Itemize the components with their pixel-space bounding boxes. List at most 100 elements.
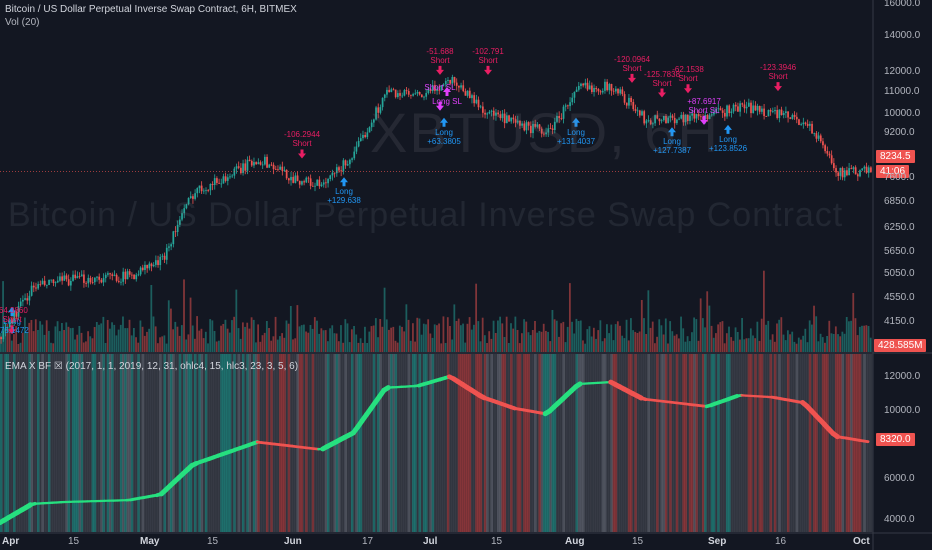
volume-bar xyxy=(608,333,610,352)
volume-bar xyxy=(555,320,558,352)
candle-body xyxy=(115,274,118,281)
signal-label: Long +63.3805 xyxy=(427,127,461,146)
candle-body xyxy=(244,163,247,171)
indicator-bg-bar xyxy=(749,354,753,532)
y-tick: 9200.0 xyxy=(884,127,915,138)
candle-body xyxy=(4,328,7,332)
indicator-bg-bar xyxy=(549,354,552,532)
volume-bar xyxy=(477,321,480,352)
candle-body xyxy=(74,274,77,279)
indicator-bg-bar xyxy=(717,354,720,532)
indicator-bg-bar xyxy=(769,354,773,532)
indicator-bg-bar xyxy=(115,354,119,532)
candle-body xyxy=(340,170,343,172)
volume-bar xyxy=(170,308,172,352)
indicator-bg-bar xyxy=(477,354,480,532)
indicator-bg-bar xyxy=(241,354,245,532)
volume-bar xyxy=(867,326,870,352)
candle-body xyxy=(508,115,510,122)
candle-body xyxy=(113,274,116,276)
volume-bar xyxy=(852,293,855,352)
signal-label: -51.688 Short xyxy=(426,46,454,65)
candle-body xyxy=(148,263,151,269)
signal-label: Long SL xyxy=(432,96,462,106)
indicator-bg-bar xyxy=(244,354,247,532)
indicator-bg-bar xyxy=(712,354,716,532)
indicator-bg-bar xyxy=(677,354,681,532)
candle-body xyxy=(628,97,630,106)
candle-body xyxy=(218,182,220,184)
indicator-bg-bar xyxy=(320,354,323,532)
signal-label: -125.7838 Short xyxy=(643,69,681,88)
candle-body xyxy=(780,109,783,115)
candle-body xyxy=(634,109,637,111)
candle-body xyxy=(222,176,225,184)
indicator-bg-bar xyxy=(54,354,57,532)
indicator-bg-bar xyxy=(688,354,692,532)
volume-bar xyxy=(553,319,556,352)
indicator-bg-bar xyxy=(542,354,546,532)
volume-bar xyxy=(728,326,730,352)
short-signal-arrow xyxy=(436,101,444,111)
indicator-bg-bar xyxy=(122,354,125,532)
candle-body xyxy=(87,277,90,284)
volume-bar xyxy=(732,340,735,352)
indicator-bg-bar xyxy=(15,354,18,532)
volume-bar xyxy=(695,319,698,352)
indicator-bg-bar xyxy=(239,354,243,532)
candle-body xyxy=(562,106,565,119)
indicator-bg-bar xyxy=(385,354,389,532)
candle-body xyxy=(17,306,20,317)
candle-body xyxy=(390,89,393,92)
volume-bar xyxy=(545,330,547,352)
indicator-bg-bar xyxy=(294,354,297,532)
candle-body xyxy=(144,264,146,270)
volume-bar xyxy=(178,335,181,352)
indicator-bg-bar xyxy=(560,354,563,532)
candle-body xyxy=(399,93,401,96)
indicator-bg-bar xyxy=(427,354,430,532)
volume-bar xyxy=(497,320,499,352)
volume-bar xyxy=(645,334,648,352)
volume-bar xyxy=(416,317,419,352)
volume-bar xyxy=(61,323,63,352)
candle-body xyxy=(174,231,177,233)
volume-bar xyxy=(440,343,443,352)
indicator-bg-bar xyxy=(743,354,746,532)
volume-bar xyxy=(623,338,626,352)
volume-bar xyxy=(19,342,22,352)
volume-bar xyxy=(858,326,861,352)
indicator-bg-bar xyxy=(436,354,439,532)
volume-bar xyxy=(806,342,809,352)
indicator-bg-bar xyxy=(10,354,14,532)
volume-bar xyxy=(10,340,13,352)
indicator-bg-bar xyxy=(856,354,860,532)
volume-bar xyxy=(813,305,815,352)
ema-line-segment xyxy=(862,439,870,444)
volume-bar xyxy=(560,323,563,352)
volume-bar xyxy=(176,326,179,352)
candle-body xyxy=(442,84,445,86)
candle-body xyxy=(272,164,275,170)
candle-body xyxy=(93,277,96,283)
indicator-bg-bar xyxy=(412,354,415,532)
candle-body xyxy=(567,105,569,107)
indicator-bg-bar xyxy=(682,354,685,532)
candle-body xyxy=(444,80,447,85)
candle-body xyxy=(383,94,386,98)
indicator-bg-bar xyxy=(392,354,395,532)
candle-body xyxy=(776,110,779,118)
candle-body xyxy=(373,119,375,123)
indicator-bg-bar xyxy=(756,354,759,532)
indicator-bg-bar xyxy=(616,354,620,532)
volume-bar xyxy=(488,331,491,352)
candle-body xyxy=(521,123,523,126)
volume-bar xyxy=(651,321,654,352)
indicator-bg-bar xyxy=(804,354,807,532)
candle-body xyxy=(464,91,467,96)
volume-bar xyxy=(374,318,377,352)
candle-body xyxy=(591,85,593,92)
indicator-bg-bar xyxy=(826,354,829,532)
indicator-bg-bar xyxy=(601,354,605,532)
